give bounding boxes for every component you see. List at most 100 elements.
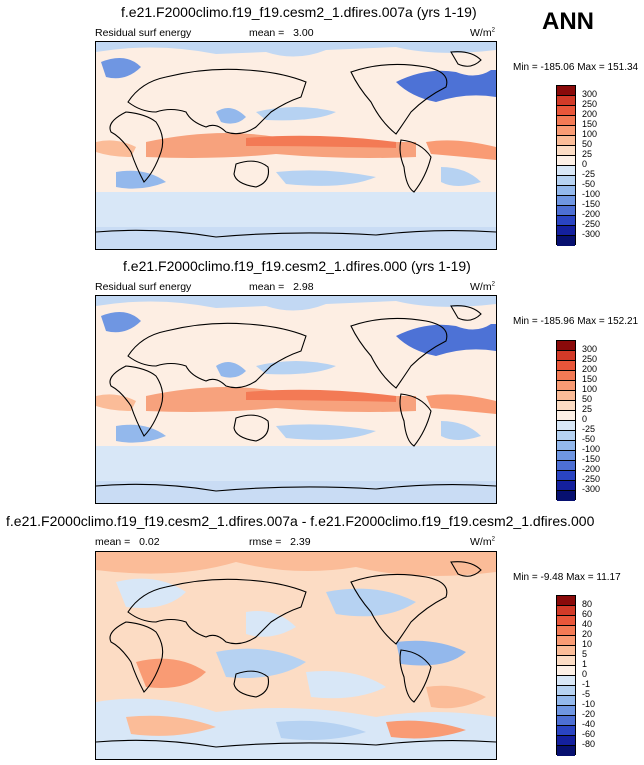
panel3-colorbar-label: -40 — [582, 719, 596, 729]
panel1-colorbar-label: -250 — [582, 219, 601, 229]
panel1-colorbar-swatch — [557, 236, 575, 246]
panel1-colorbar-swatch — [557, 96, 575, 106]
panel1-colorbar-swatch — [557, 136, 575, 146]
panel3-colorbar-swatch — [557, 656, 575, 666]
panel3-colorbar-swatch — [557, 616, 575, 626]
panel1-colorbar-swatch — [557, 176, 575, 186]
panel3-units-exp: 2 — [491, 536, 495, 543]
panel1-colorbar-label: 250 — [582, 99, 598, 109]
panel3-colorbar-swatch — [557, 636, 575, 646]
panel2-mean: mean = 2.98 — [249, 281, 314, 293]
panel3-colorbar-label: 20 — [582, 629, 593, 639]
panel2-colorbar-label: -100 — [582, 444, 601, 454]
panel1-minmax: Min = -185.06 Max = 151.34 — [513, 62, 638, 73]
panel3-colorbar-label: -1 — [582, 679, 591, 689]
panel1-colorbar-label: -100 — [582, 189, 601, 199]
panel2-colorbar-label: -300 — [582, 484, 601, 494]
panel3-title: f.e21.F2000climo.f19_f19.cesm2_1.dfires.… — [6, 513, 595, 529]
panel2-colorbar-swatch — [557, 361, 575, 371]
panel1-colorbar-label: 0 — [582, 159, 588, 169]
panel3-colorbar-swatch — [557, 646, 575, 656]
panel3-colorbar-label: 60 — [582, 609, 593, 619]
panel3-colorbar-label: 40 — [582, 619, 593, 629]
panel3-colorbar — [556, 595, 576, 756]
panel2-colorbar-swatch — [557, 381, 575, 391]
panel1-colorbar — [556, 85, 576, 246]
panel3-rmse-label: rmse = — [249, 536, 282, 548]
panel2-colorbar-label: -200 — [582, 464, 601, 474]
panel1-colorbar-label: -25 — [582, 169, 596, 179]
panel3-colorbar-label: 5 — [582, 649, 588, 659]
panel3-map-svg — [96, 552, 496, 759]
panel1-colorbar-swatch — [557, 166, 575, 176]
panel2-colorbar-swatch — [557, 351, 575, 361]
panel1-map-svg — [96, 42, 496, 249]
panel1-min: Min = -185.06 — [513, 62, 575, 73]
panel2-colorbar-label: 0 — [582, 414, 588, 424]
panel1-colorbar-label: 25 — [582, 149, 593, 159]
panel3-mean: mean = 0.02 — [95, 536, 160, 548]
panel3-colorbar-swatch — [557, 626, 575, 636]
panel2-minmax: Min = -185.96 Max = 152.21 — [513, 316, 638, 327]
panel2-colorbar-label: 150 — [582, 374, 598, 384]
panel3-colorbar-label: 80 — [582, 599, 593, 609]
panel2-mean-label: mean = — [249, 281, 285, 293]
panel1-colorbar-label: 100 — [582, 129, 598, 139]
panel2-map-svg — [96, 296, 496, 503]
panel3-mean-value: 0.02 — [139, 536, 160, 548]
panel1-colorbar-swatch — [557, 186, 575, 196]
panel1-colorbar-label: 150 — [582, 119, 598, 129]
panel1-colorbar-swatch — [557, 106, 575, 116]
panel3-colorbar-swatch — [557, 706, 575, 716]
panel3-colorbar-swatch — [557, 686, 575, 696]
panel3-units-base: W/m — [470, 536, 492, 548]
panel1-units: W/m2 — [470, 27, 495, 39]
panel3-colorbar-label: -10 — [582, 699, 596, 709]
panel3-rmse-value: 2.39 — [290, 536, 311, 548]
panel2-colorbar-label: 50 — [582, 394, 593, 404]
panel2-colorbar-swatch — [557, 421, 575, 431]
panel2-colorbar-swatch — [557, 461, 575, 471]
panel2-colorbar-swatch — [557, 401, 575, 411]
panel2-colorbar-label: -50 — [582, 434, 596, 444]
panel3-colorbar-swatch — [557, 606, 575, 616]
panel2-colorbar-label: 250 — [582, 354, 598, 364]
panel2-units-base: W/m — [470, 281, 492, 293]
panel1-colorbar-label: -200 — [582, 209, 601, 219]
panel2-title: f.e21.F2000climo.f19_f19.cesm2_1.dfires.… — [123, 258, 471, 274]
panel1-mean: mean = 3.00 — [249, 27, 314, 39]
panel1-mean-value: 3.00 — [293, 27, 314, 39]
panel1-colorbar-swatch — [557, 126, 575, 136]
panel2-colorbar-label: 300 — [582, 344, 598, 354]
panel2-colorbar-swatch — [557, 341, 575, 351]
panel2-colorbar-swatch — [557, 451, 575, 461]
panel2-colorbar-label: -150 — [582, 454, 601, 464]
panel2-colorbar-swatch — [557, 431, 575, 441]
panel3-colorbar-swatch — [557, 736, 575, 746]
panel3-colorbar-swatch — [557, 676, 575, 686]
panel2-colorbar-swatch — [557, 481, 575, 491]
panel1-colorbar-swatch — [557, 226, 575, 236]
panel3-colorbar-label: 0 — [582, 669, 588, 679]
panel1-map — [95, 41, 497, 250]
panel2-units-exp: 2 — [491, 281, 495, 288]
panel2-colorbar-label: -250 — [582, 474, 601, 484]
panel2-colorbar-swatch — [557, 411, 575, 421]
panel2-colorbar-label: -25 — [582, 424, 596, 434]
panel3-colorbar-swatch — [557, 696, 575, 706]
panel2-units: W/m2 — [470, 281, 495, 293]
panel1-units-base: W/m — [470, 27, 492, 39]
panel3-units: W/m2 — [470, 536, 495, 548]
panel2-colorbar-label: 100 — [582, 384, 598, 394]
panel2-colorbar-swatch — [557, 371, 575, 381]
panel1-colorbar-swatch — [557, 206, 575, 216]
panel3-colorbar-label: -60 — [582, 729, 596, 739]
panel2-colorbar — [556, 340, 576, 501]
panel3-colorbar-label: -5 — [582, 689, 591, 699]
panel3-colorbar-swatch — [557, 596, 575, 606]
panel3-min: Min = -9.48 — [513, 572, 564, 583]
panel3-colorbar-swatch — [557, 666, 575, 676]
panel2-map — [95, 295, 497, 504]
panel1-colorbar-label: 300 — [582, 89, 598, 99]
panel1-colorbar-swatch — [557, 116, 575, 126]
